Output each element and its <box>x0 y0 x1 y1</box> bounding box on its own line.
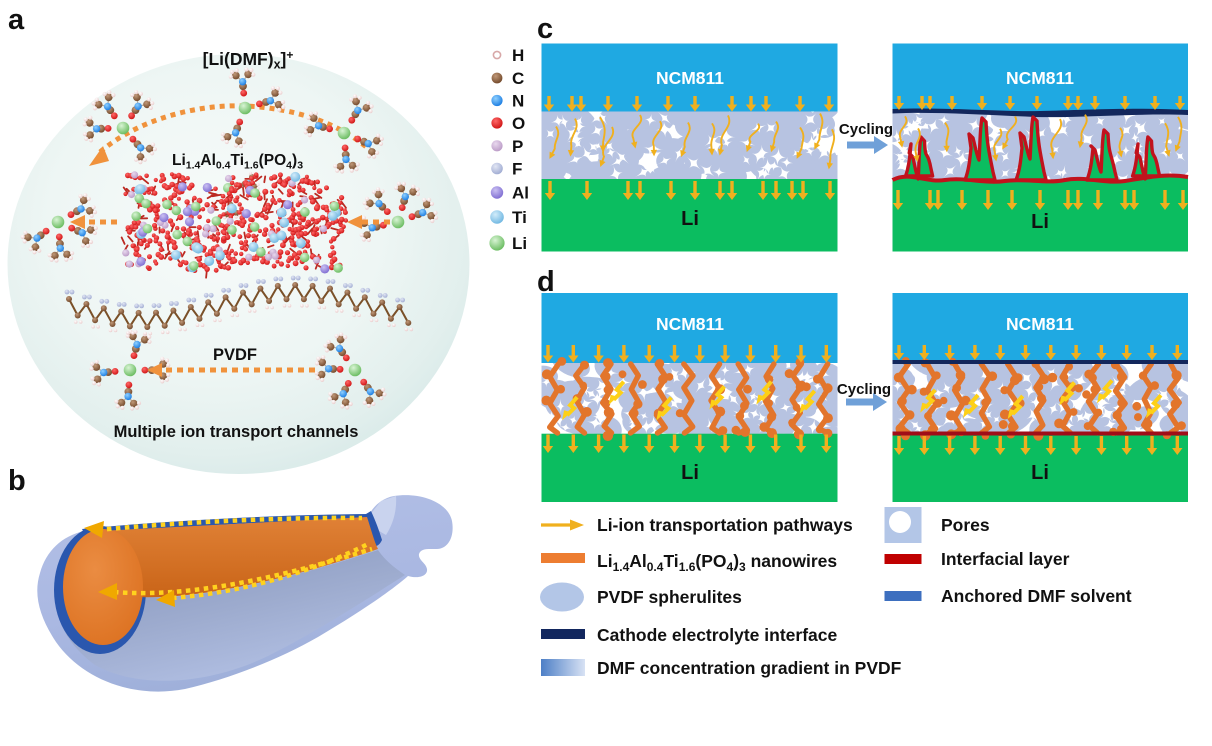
svg-text:d: d <box>537 266 555 298</box>
svg-text:PVDF spherulites: PVDF spherulites <box>597 587 742 607</box>
svg-text:Pores: Pores <box>941 515 990 535</box>
svg-text:Li1.4Al0.4Ti1.6(PO4)3 nanowire: Li1.4Al0.4Ti1.6(PO4)3 nanowires <box>597 551 837 574</box>
svg-text:Li: Li <box>681 462 699 484</box>
svg-text:NCM811: NCM811 <box>656 68 724 88</box>
svg-text:Al: Al <box>512 184 529 203</box>
svg-text:Cycling: Cycling <box>837 381 891 398</box>
svg-text:F: F <box>512 160 522 179</box>
svg-text:Cathode electrolyte interface: Cathode electrolyte interface <box>597 625 837 645</box>
svg-text:NCM811: NCM811 <box>1006 314 1074 334</box>
svg-text:b: b <box>8 465 26 497</box>
svg-text:H: H <box>512 46 524 65</box>
svg-text:Cycling: Cycling <box>839 121 893 138</box>
svg-text:Li: Li <box>1031 211 1049 233</box>
svg-text:O: O <box>512 114 525 133</box>
svg-text:Li: Li <box>681 208 699 230</box>
svg-text:[Li(DMF)x]+: [Li(DMF)x]+ <box>203 48 294 72</box>
svg-text:Interfacial layer: Interfacial layer <box>941 549 1070 569</box>
svg-text:NCM811: NCM811 <box>1006 68 1074 88</box>
svg-text:DMF concentration gradient in: DMF concentration gradient in PVDF <box>597 658 902 678</box>
svg-text:P: P <box>512 137 523 156</box>
svg-text:a: a <box>8 4 25 36</box>
svg-text:N: N <box>512 92 524 111</box>
svg-text:Multiple ion transport channel: Multiple ion transport channels <box>114 423 359 441</box>
svg-text:PVDF: PVDF <box>213 346 257 364</box>
svg-text:Ti: Ti <box>512 208 527 227</box>
svg-text:Li: Li <box>1031 462 1049 484</box>
svg-text:C: C <box>512 69 524 88</box>
svg-text:Li: Li <box>512 234 527 253</box>
svg-text:NCM811: NCM811 <box>656 314 724 334</box>
svg-text:Li-ion transportation pathways: Li-ion transportation pathways <box>597 515 853 535</box>
svg-text:Anchored DMF solvent: Anchored DMF solvent <box>941 586 1132 606</box>
svg-text:c: c <box>537 13 553 45</box>
svg-text:Li1.4Al0.4Ti1.6(PO4)3: Li1.4Al0.4Ti1.6(PO4)3 <box>172 152 303 172</box>
